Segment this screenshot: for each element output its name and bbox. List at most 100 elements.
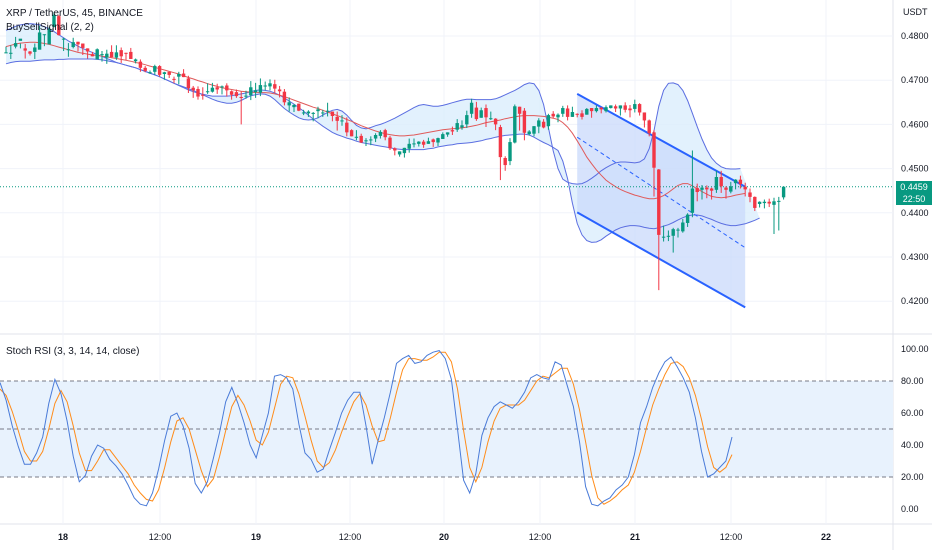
candle-body [13, 43, 18, 47]
stoch-tick-label: 20.00 [901, 472, 924, 482]
candle-body [700, 187, 704, 190]
candle-body [431, 139, 435, 143]
candle-body [604, 107, 608, 112]
candle-body [330, 111, 335, 117]
candle-body [493, 118, 498, 125]
candle-body [311, 112, 315, 114]
candle-body [676, 229, 680, 231]
candle-body [469, 102, 474, 114]
candle-body [42, 34, 47, 36]
candle-body [345, 122, 349, 133]
stoch-tick-label: 80.00 [901, 376, 924, 386]
candle-body [633, 104, 637, 109]
candle-body [393, 148, 397, 151]
candle-body [52, 14, 56, 28]
candle-body [133, 59, 138, 62]
candle-body [138, 61, 143, 68]
candle-body [239, 96, 243, 98]
candle-body [167, 71, 171, 75]
symbol-title: XRP / TetherUS, 45, BINANCE [6, 8, 143, 19]
candle-body [575, 113, 579, 115]
candle-body [666, 235, 671, 237]
candle-body [191, 87, 195, 91]
time-tick-label: 12:00 [149, 532, 172, 542]
candle-body [551, 113, 555, 117]
stoch-d-line [0, 351, 733, 505]
candle-body [743, 186, 747, 190]
channel-lower-line [576, 211, 746, 309]
candle-body [349, 130, 354, 137]
candle-body [205, 91, 210, 93]
candle-body [282, 91, 287, 103]
candle-body [748, 192, 752, 197]
candle-body [421, 141, 426, 145]
candle-body [594, 108, 599, 112]
candle-body [618, 105, 623, 109]
candle-body [316, 109, 320, 112]
candle-body [129, 51, 133, 59]
regression-channel-fill [577, 93, 746, 308]
candle-body [85, 48, 90, 52]
candle-body [210, 87, 215, 92]
price-pane [0, 0, 893, 333]
candle-body [378, 131, 383, 136]
candle-body [215, 87, 219, 90]
candle-body [81, 43, 85, 48]
candle-body [762, 201, 767, 204]
candle-body [229, 91, 234, 95]
candle-body [177, 74, 181, 77]
candle-body [321, 112, 325, 114]
candle-body [613, 106, 618, 109]
time-tick-label: 19 [251, 532, 261, 542]
candle-body [383, 130, 387, 138]
candle-body [369, 139, 373, 141]
candle-body [657, 169, 661, 235]
candle-body [561, 108, 565, 114]
candle-body [637, 104, 642, 113]
candle-body [4, 52, 8, 54]
candle-body [489, 118, 493, 120]
candle-body [325, 110, 330, 112]
candle-body [18, 38, 23, 41]
bollinger-basis-line [5, 41, 746, 200]
stoch-tick-label: 0.00 [901, 504, 919, 514]
candle-body [609, 105, 613, 109]
candle-body [263, 85, 267, 87]
price-tick-label: 0.4700 [901, 75, 929, 85]
candle-body [359, 135, 363, 143]
oscillator-title: Stoch RSI (3, 3, 14, 14, close) [6, 346, 140, 357]
candle-body [671, 229, 675, 236]
candle-body [532, 126, 536, 134]
candle-body [388, 137, 392, 149]
candle-body [287, 102, 291, 106]
stoch-k-line [0, 350, 733, 507]
candle-body [445, 132, 450, 135]
candle-body [373, 135, 378, 139]
candle-body [685, 214, 690, 223]
candle-body [95, 49, 99, 60]
time-tick-label: 22 [821, 532, 831, 542]
candle-body [709, 188, 714, 191]
indicator-title: BuySellSignal (2, 2) [6, 22, 94, 33]
candle-body [253, 90, 258, 93]
price-tick-label: 0.4200 [901, 296, 929, 306]
candle-body [690, 188, 695, 213]
candle-body [37, 32, 42, 50]
candle-body [301, 112, 306, 114]
candle-body [436, 138, 440, 143]
candle-body [503, 157, 507, 166]
candle-body [474, 107, 479, 120]
candle-body [517, 106, 522, 114]
time-tick-label: 20 [439, 532, 449, 542]
candle-body [642, 112, 647, 121]
currency-label: USDT [903, 7, 928, 17]
candle-body [623, 105, 627, 110]
candle-body [781, 186, 786, 198]
bollinger-lower-line [5, 58, 760, 243]
candle-body [114, 52, 119, 58]
candle-body [100, 54, 104, 56]
stoch-tick-label: 100.00 [901, 344, 929, 354]
candle-body [441, 134, 445, 139]
candle-body [124, 52, 128, 54]
